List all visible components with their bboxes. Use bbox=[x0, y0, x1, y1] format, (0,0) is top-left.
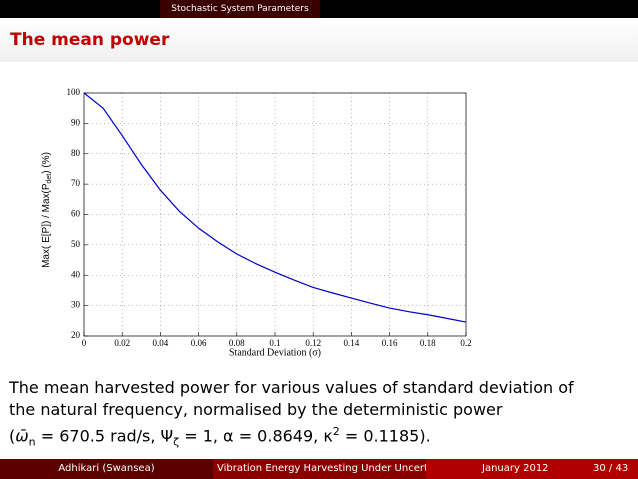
math-sub: ζ bbox=[173, 435, 180, 449]
x-tick-label: 0.2 bbox=[460, 338, 471, 348]
y-tick-label: 90 bbox=[71, 117, 81, 127]
title-bar: The mean power bbox=[0, 18, 638, 62]
top-bar: Stochastic System Parameters bbox=[0, 0, 638, 18]
y-tick-label: 60 bbox=[71, 209, 81, 219]
footer-page: 30 / 43 bbox=[593, 463, 629, 474]
y-tick-label: 30 bbox=[71, 300, 81, 310]
plot-frame bbox=[83, 92, 467, 337]
text: = 0.1185). bbox=[339, 426, 431, 446]
footer-talk: Vibration Energy Harvesting Under Uncert… bbox=[213, 459, 426, 479]
x-tick-label: 0.12 bbox=[305, 338, 321, 348]
x-tick-label: 0 bbox=[82, 338, 87, 348]
x-tick-label: 0.06 bbox=[191, 338, 207, 348]
chart: Max( E[P]) / Max(Pdet) (%) Standard Devi… bbox=[41, 87, 472, 358]
text-line: The mean harvested power for various val… bbox=[9, 378, 574, 397]
section-title: Stochastic System Parameters bbox=[160, 0, 320, 18]
y-label-text: Max( E[P]) / Max(P bbox=[41, 183, 52, 268]
slide-title: The mean power bbox=[10, 30, 170, 50]
y-label-text: ) (%) bbox=[41, 152, 52, 174]
body-text: The mean harvested power for various val… bbox=[9, 377, 574, 454]
x-tick-label: 0.14 bbox=[344, 338, 360, 348]
data-line bbox=[83, 92, 467, 323]
x-tick-label: 0.04 bbox=[153, 338, 169, 348]
x-tick-label: 0.18 bbox=[420, 338, 436, 348]
math-sub: n bbox=[28, 435, 36, 449]
text-line: the natural frequency, normalised by the… bbox=[9, 400, 503, 419]
math: ω̄ bbox=[15, 426, 29, 446]
footer-box bbox=[426, 459, 638, 479]
x-tick-label: 0.02 bbox=[114, 338, 130, 348]
y-tick-label: 20 bbox=[71, 330, 81, 340]
y-tick-label: 50 bbox=[71, 239, 81, 249]
footer-date: January 2012 bbox=[482, 463, 549, 474]
text-line: (ω̄n = 670.5 rad/s, Ψζ = 1, α = 0.8649, … bbox=[9, 421, 574, 454]
text: = 1, α = 0.8649, κ bbox=[179, 426, 333, 446]
x-tick-label: 0.1 bbox=[269, 338, 280, 348]
y-tick-label: 40 bbox=[71, 269, 81, 279]
math-sup: 2 bbox=[332, 425, 340, 438]
x-tick-label: 0.16 bbox=[382, 338, 398, 348]
x-tick-label: 0.08 bbox=[229, 338, 245, 348]
y-tick-label: 100 bbox=[67, 87, 81, 97]
text: ( bbox=[9, 426, 16, 446]
y-axis-label: Max( E[P]) / Max(Pdet) (%) bbox=[41, 152, 54, 268]
text: = 670.5 rad/s, Ψ bbox=[35, 426, 174, 446]
footer: Adhikari (Swansea) Vibration Energy Harv… bbox=[0, 459, 638, 479]
x-axis-label: Standard Deviation (σ) bbox=[229, 347, 321, 358]
footer-author: Adhikari (Swansea) bbox=[0, 459, 213, 479]
y-tick-label: 80 bbox=[71, 148, 81, 158]
y-tick-label: 70 bbox=[71, 178, 81, 188]
y-label-sub: det bbox=[46, 174, 53, 184]
